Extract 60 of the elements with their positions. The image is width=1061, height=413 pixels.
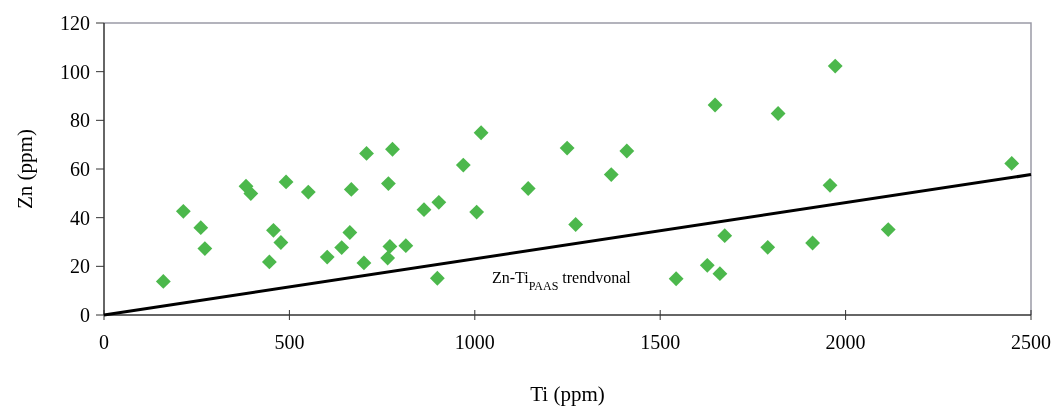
y-axis-title: Zn (ppm)	[13, 129, 37, 209]
point	[175, 203, 191, 219]
point	[568, 217, 584, 232]
y-tick-label: 40	[70, 206, 90, 229]
point	[603, 167, 619, 183]
annotation: Zn-Ti$_{PAAS}$ trendvonal	[492, 269, 632, 293]
point	[197, 241, 213, 256]
point	[699, 257, 715, 273]
y-tick-label: 120	[60, 12, 90, 34]
x-tick-label: 2500	[1011, 331, 1051, 353]
point	[273, 235, 289, 250]
point	[300, 184, 316, 200]
x-tick-label: 2000	[825, 331, 866, 353]
x-tick-label: 1500	[640, 331, 681, 353]
x-tick-label: 0	[99, 331, 109, 353]
point	[760, 239, 776, 255]
point	[359, 146, 374, 161]
x-axis-title: Ti (ppm)	[530, 382, 605, 406]
y-tick-label: 0	[80, 304, 90, 326]
point	[668, 271, 684, 287]
point	[380, 250, 396, 266]
x-tick-label: 500	[274, 331, 305, 353]
point	[619, 143, 635, 159]
point	[193, 220, 209, 236]
point	[429, 270, 445, 286]
point	[266, 222, 281, 238]
point	[473, 125, 489, 141]
point	[717, 228, 733, 244]
point	[155, 274, 171, 289]
y-tick-label: 100	[60, 60, 90, 83]
point	[398, 238, 414, 254]
y-tick-label: 20	[70, 255, 90, 278]
point	[416, 202, 432, 218]
point	[380, 176, 396, 192]
point	[334, 240, 350, 256]
point	[880, 222, 896, 238]
point	[243, 186, 259, 201]
point	[431, 194, 447, 210]
point	[356, 255, 372, 271]
x-tick-label: 1000	[454, 331, 495, 353]
point	[469, 204, 485, 220]
point	[1004, 155, 1020, 171]
point	[319, 249, 335, 265]
point	[343, 182, 359, 197]
point	[770, 106, 786, 121]
point	[707, 97, 723, 113]
point	[559, 140, 575, 156]
y-tick-label: 80	[70, 109, 90, 132]
point	[385, 141, 400, 157]
point	[520, 181, 536, 196]
point	[712, 266, 728, 282]
point	[822, 177, 838, 193]
point	[455, 157, 471, 173]
point	[805, 235, 821, 251]
y-tick-label: 60	[70, 158, 90, 180]
point	[382, 238, 398, 254]
point	[278, 174, 294, 190]
point	[827, 58, 843, 74]
point	[342, 225, 358, 240]
point	[261, 254, 277, 270]
